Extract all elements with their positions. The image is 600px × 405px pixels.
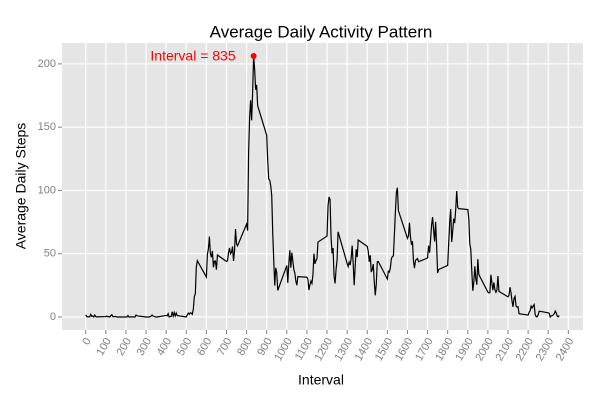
y-axis-title: Average Daily Steps: [13, 123, 29, 250]
plot-panel: [62, 43, 583, 330]
x-tick-label: 1600: [393, 336, 416, 363]
x-tick-label: 2100: [493, 336, 516, 363]
data-line: [85, 55, 560, 319]
y-tick-label: 100: [38, 184, 56, 196]
x-tick-label: 0: [80, 336, 93, 347]
x-tick-label: 2300: [534, 336, 557, 363]
x-tick-label: 400: [155, 336, 175, 358]
x-tick-label: 700: [215, 336, 235, 358]
x-tick-label: 2000: [473, 336, 496, 363]
x-tick-label: 1300: [333, 336, 356, 363]
x-tick-label: 900: [255, 336, 275, 358]
x-tick-label: 100: [94, 336, 114, 358]
x-tick-label: 2400: [554, 336, 577, 363]
y-tick-label: 0: [50, 311, 56, 323]
x-tick-label: 200: [114, 336, 134, 358]
highlight-point: [250, 53, 257, 60]
y-tick-label: 200: [38, 58, 56, 70]
x-tick-label: 1400: [353, 336, 376, 363]
x-tick-label: 1100: [293, 336, 315, 362]
x-tick-label: 500: [175, 336, 195, 358]
x-tick-label: 1500: [373, 336, 396, 363]
y-tick-label: 150: [38, 121, 56, 133]
x-tick-label: 1700: [413, 336, 436, 363]
x-tick-label: 1200: [313, 336, 336, 363]
x-tick-label: 800: [235, 336, 255, 358]
x-tick-label: 1900: [453, 336, 476, 363]
highlight-label: Interval = 835: [150, 48, 235, 64]
x-tick-label: 300: [135, 336, 155, 358]
chart-title: Average Daily Activity Pattern: [210, 22, 433, 41]
y-tick-label: 50: [44, 248, 56, 260]
x-tick-label: 1800: [433, 336, 456, 363]
x-axis-title: Interval: [298, 372, 344, 388]
x-tick-label: 2200: [514, 336, 537, 363]
x-tick-label: 600: [195, 336, 215, 358]
x-tick-label: 1000: [272, 336, 295, 363]
